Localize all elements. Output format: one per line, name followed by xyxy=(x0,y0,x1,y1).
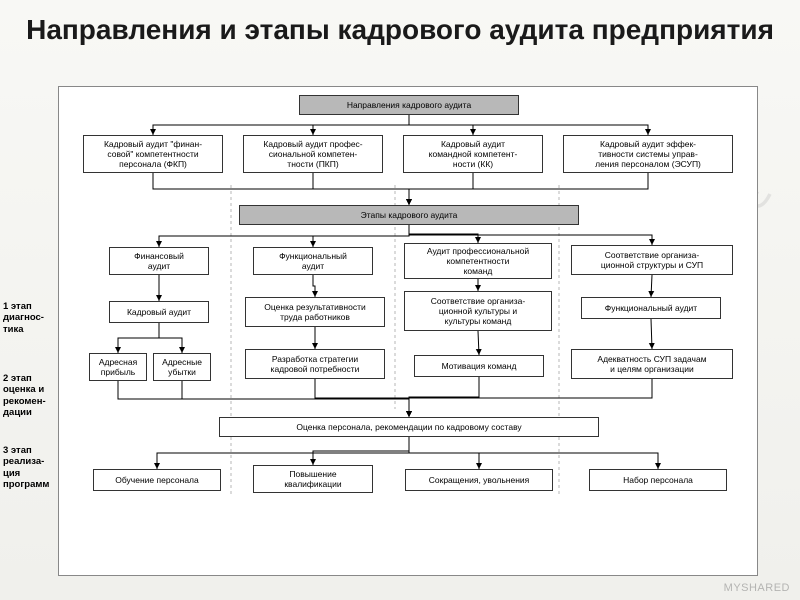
node-pov: Повышениеквалификации xyxy=(253,465,373,493)
node-top: Направления кадрового аудита xyxy=(299,95,519,115)
stage-label-st2: 2 этапоценка ирекомен-дации xyxy=(3,373,57,419)
stage-label-st1: 1 этапдиагнос-тика xyxy=(3,301,57,335)
node-d1: Кадровый аудит "финан-совой" компетентно… xyxy=(83,135,223,173)
node-mot: Мотивация команд xyxy=(414,355,544,377)
node-nabor: Набор персонала xyxy=(589,469,727,491)
node-obuch: Обучение персонала xyxy=(93,469,221,491)
node-d4: Кадровый аудит эффек-тивности системы уп… xyxy=(563,135,733,173)
node-ocpers: Оценка персонала, рекомендации по кадров… xyxy=(219,417,599,437)
node-kadr: Кадровый аудит xyxy=(109,301,209,323)
node-org: Соответствие организа-ционной культуры и… xyxy=(404,291,552,331)
node-apk: Аудит профессиональнойкомпетентностикома… xyxy=(404,243,552,279)
node-au: Адресныеубытки xyxy=(153,353,211,381)
node-soo: Соответствие организа-ционной структуры … xyxy=(571,245,733,275)
node-d2: Кадровый аудит профес-сиональной компете… xyxy=(243,135,383,173)
node-ap: Адреснаяприбыль xyxy=(89,353,147,381)
slide-title: Направления и этапы кадрового аудита пре… xyxy=(0,0,800,54)
node-etapy: Этапы кадрового аудита xyxy=(239,205,579,225)
node-adeq: Адекватность СУП задачами целям организа… xyxy=(571,349,733,379)
watermark-text: MYSHARED xyxy=(724,582,790,594)
node-func2: Функциональный аудит xyxy=(581,297,721,319)
stage-label-st3: 3 этапреализа-цияпрограмм xyxy=(3,445,57,491)
node-func: Функциональныйаудит xyxy=(253,247,373,275)
node-d3: Кадровый аудиткомандной компетент-ности … xyxy=(403,135,543,173)
node-ocen: Оценка результативноститруда работников xyxy=(245,297,385,327)
node-sokr: Сокращения, увольнения xyxy=(405,469,553,491)
node-razr: Разработка стратегиикадровой потребности xyxy=(245,349,385,379)
flowchart-diagram: Направления кадрового аудита Кадровый ауд… xyxy=(58,86,758,576)
node-fin: Финансовыйаудит xyxy=(109,247,209,275)
